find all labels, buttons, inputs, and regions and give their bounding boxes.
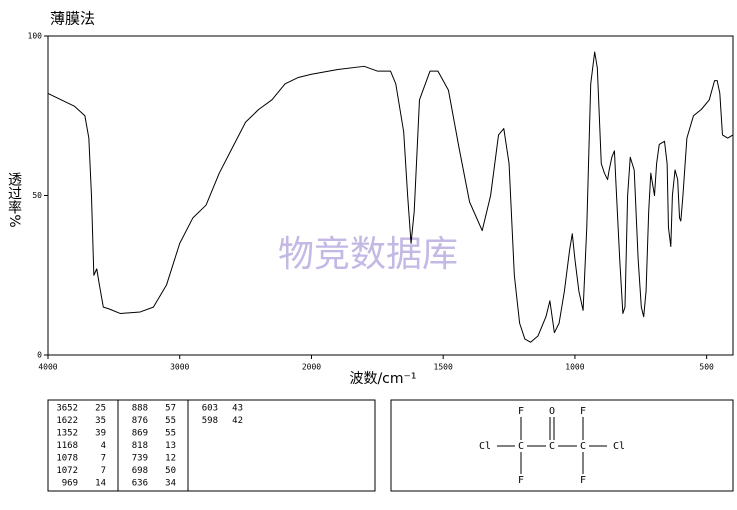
x-tick-label: 3000 [170, 363, 189, 372]
peak-transmittance: 12 [165, 454, 176, 464]
atom-label: C [518, 441, 524, 452]
atom-label: F [580, 406, 586, 417]
peak-transmittance: 25 [95, 404, 106, 414]
plot-frame [47, 35, 734, 356]
atom-label: Cl [479, 441, 491, 452]
peak-transmittance: 55 [165, 416, 176, 426]
y-tick-label: 50 [32, 191, 42, 200]
x-tick-label: 1000 [565, 363, 584, 372]
peak-wavenumber: 698 [132, 466, 148, 476]
atom-label: F [580, 475, 586, 486]
peak-transmittance: 57 [165, 404, 176, 414]
peak-transmittance: 39 [95, 429, 106, 439]
structure-atoms: F O F Cl C C C Cl F F [479, 406, 625, 486]
x-tick-label: 2000 [302, 363, 321, 372]
y-tick-label: 100 [28, 32, 43, 41]
chart-title: 薄膜法 [50, 10, 95, 28]
peak-wavenumber: 888 [132, 404, 148, 414]
x-tick-label: 1500 [434, 363, 453, 372]
peak-wavenumber: 598 [202, 416, 218, 426]
peak-transmittance: 13 [165, 441, 176, 451]
y-tick-label: 0 [37, 351, 42, 360]
peak-wavenumber: 1072 [56, 466, 78, 476]
atom-label: F [518, 406, 524, 417]
peak-transmittance: 35 [95, 416, 106, 426]
peak-wavenumber: 1168 [56, 441, 78, 451]
spectrum-line [47, 51, 734, 343]
structure-frame [390, 399, 734, 492]
peak-transmittance: 14 [95, 479, 106, 489]
peak-wavenumber: 869 [132, 429, 148, 439]
peak-wavenumber: 603 [202, 404, 218, 414]
x-tick-label: 500 [699, 363, 714, 372]
peak-transmittance: 50 [165, 466, 176, 476]
peak-wavenumber: 1622 [56, 416, 78, 426]
bonds [497, 417, 607, 474]
peak-wavenumber: 969 [62, 479, 78, 489]
atom-label: C [549, 441, 555, 452]
y-axis-label: 透过率% [6, 172, 22, 227]
peak-wavenumber: 876 [132, 416, 148, 426]
peak-transmittance: 55 [165, 429, 176, 439]
x-tick-label: 4000 [38, 363, 57, 372]
peak-transmittance: 7 [101, 466, 106, 476]
peak-wavenumber: 636 [132, 479, 148, 489]
peak-transmittance: 43 [232, 404, 243, 414]
peak-wavenumber: 1078 [56, 454, 78, 464]
peak-table-frame [47, 399, 376, 492]
peak-transmittance: 4 [101, 441, 106, 451]
atom-label: C [580, 441, 586, 452]
atom-label: Cl [613, 441, 625, 452]
peak-wavenumber: 1352 [56, 429, 78, 439]
x-axis-label: 波数/cm⁻¹ [349, 371, 416, 387]
peak-wavenumber: 818 [132, 441, 148, 451]
peak-transmittance: 7 [101, 454, 106, 464]
peak-transmittance: 34 [165, 479, 176, 489]
peak-wavenumber: 739 [132, 454, 148, 464]
atom-label: F [518, 475, 524, 486]
peak-wavenumber: 3652 [56, 404, 78, 414]
atom-label: O [549, 406, 555, 417]
watermark: 物竞数据库 [278, 234, 458, 275]
peak-transmittance: 42 [232, 416, 243, 426]
